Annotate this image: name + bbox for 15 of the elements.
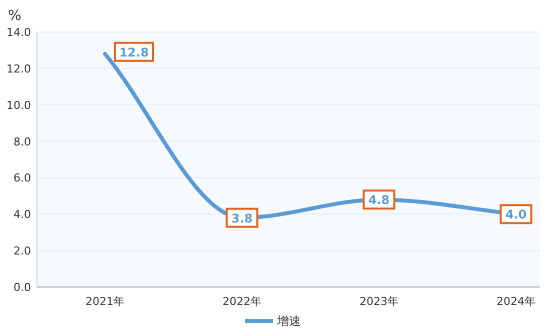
y-tick-label: 10.0 — [6, 98, 31, 112]
y-tick-label: 0.0 — [14, 281, 31, 294]
y-tick-label: 14.0 — [6, 26, 31, 39]
y-tick-label: 12.0 — [6, 62, 31, 76]
y-tick-label: 4.0 — [14, 208, 31, 222]
x-tick-label: 2022年 — [222, 295, 262, 308]
x-tick-label: 2023年 — [360, 295, 398, 308]
y-tick-label: 2.0 — [14, 244, 31, 258]
x-tick-label: 2021年 — [86, 295, 124, 308]
x-tick-label: 2024年 — [496, 295, 536, 308]
data-label: 12.8 — [119, 45, 149, 60]
y-tick-label: 6.0 — [14, 172, 31, 185]
legend-label: 增速 — [276, 314, 301, 328]
y-axis-title: % — [8, 8, 22, 24]
y-tick-label: 8.0 — [14, 135, 31, 148]
